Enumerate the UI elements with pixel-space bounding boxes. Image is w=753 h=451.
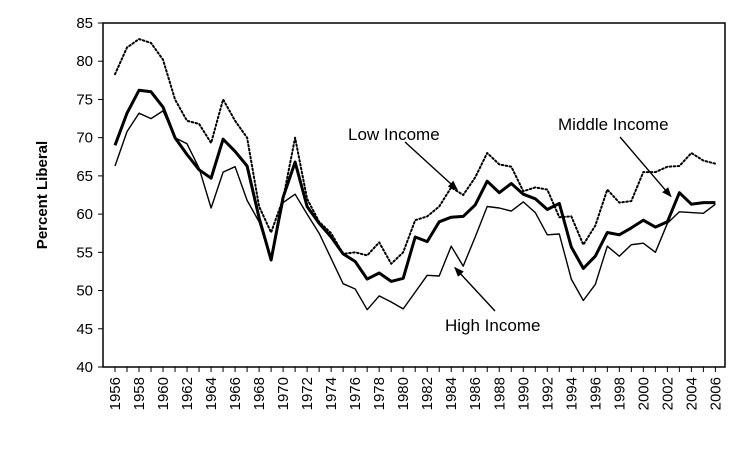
y-tick-label: 85 (76, 15, 93, 32)
x-tick-label: 1970 (275, 377, 292, 410)
x-tick-label: 1994 (563, 377, 580, 410)
x-tick-label: 2006 (707, 377, 724, 410)
y-tick-label: 60 (76, 206, 93, 223)
x-tick-label: 1966 (227, 377, 244, 410)
x-tick-label: 1984 (443, 377, 460, 410)
y-tick-label: 70 (76, 130, 93, 147)
x-tick-label: 1988 (491, 377, 508, 410)
annotation-arrow-middle-income (619, 136, 672, 198)
annotation-label-low-income: Low Income (348, 125, 440, 144)
series-line-low-income (114, 38, 717, 265)
plot-area-border (102, 22, 726, 368)
x-axis: 1956 1958 1960 1962 1964 1966 1968 1970 1972 1974… (107, 367, 724, 410)
x-tick-label: 1958 (131, 377, 148, 410)
annotation-label-middle-income: Middle Income (558, 115, 669, 134)
x-tick-label: 1956 (107, 377, 124, 410)
annotations: Low Income Middle Income High Income (348, 115, 672, 335)
y-tick-label: 75 (76, 91, 93, 108)
x-tick-label: 2004 (683, 377, 700, 410)
x-tick-label: 1964 (203, 377, 220, 410)
x-tick-label: 1982 (419, 377, 436, 410)
x-tick-label: 1978 (371, 377, 388, 410)
y-tick-label: 45 (76, 321, 93, 338)
annotation-label-high-income: High Income (445, 316, 540, 335)
annotation-arrow-high-income (454, 266, 496, 312)
y-tick-label: 40 (76, 359, 93, 376)
x-tick-label: 1968 (251, 377, 268, 410)
y-tick-label: 50 (76, 283, 93, 300)
x-tick-label: 1986 (467, 377, 484, 410)
series-line-middle-income (113, 88, 716, 283)
x-tick-label: 1960 (155, 377, 172, 410)
y-axis-title: Percent Liberal (34, 141, 51, 249)
x-tick-label: 1962 (179, 377, 196, 410)
x-tick-label: 1976 (347, 377, 364, 410)
annotation-arrow-low-income (404, 141, 458, 191)
y-axis: 40 45 50 55 60 65 70 75 80 85 (76, 15, 103, 376)
x-tick-label: 1980 (395, 377, 412, 410)
y-tick-label: 80 (76, 53, 93, 70)
x-tick-label: 1996 (587, 377, 604, 410)
x-tick-label: 1998 (611, 377, 628, 410)
series-group (113, 38, 717, 311)
y-tick-label: 55 (76, 244, 93, 261)
x-tick-label: 2000 (635, 377, 652, 410)
x-tick-label: 2002 (659, 377, 676, 410)
series-line-high-income (114, 110, 716, 311)
y-tick-label: 65 (76, 168, 93, 185)
x-tick-label: 1974 (323, 377, 340, 410)
x-tick-label: 1992 (539, 377, 556, 410)
x-tick-label: 1972 (299, 377, 316, 410)
x-tick-label: 1990 (515, 377, 532, 410)
